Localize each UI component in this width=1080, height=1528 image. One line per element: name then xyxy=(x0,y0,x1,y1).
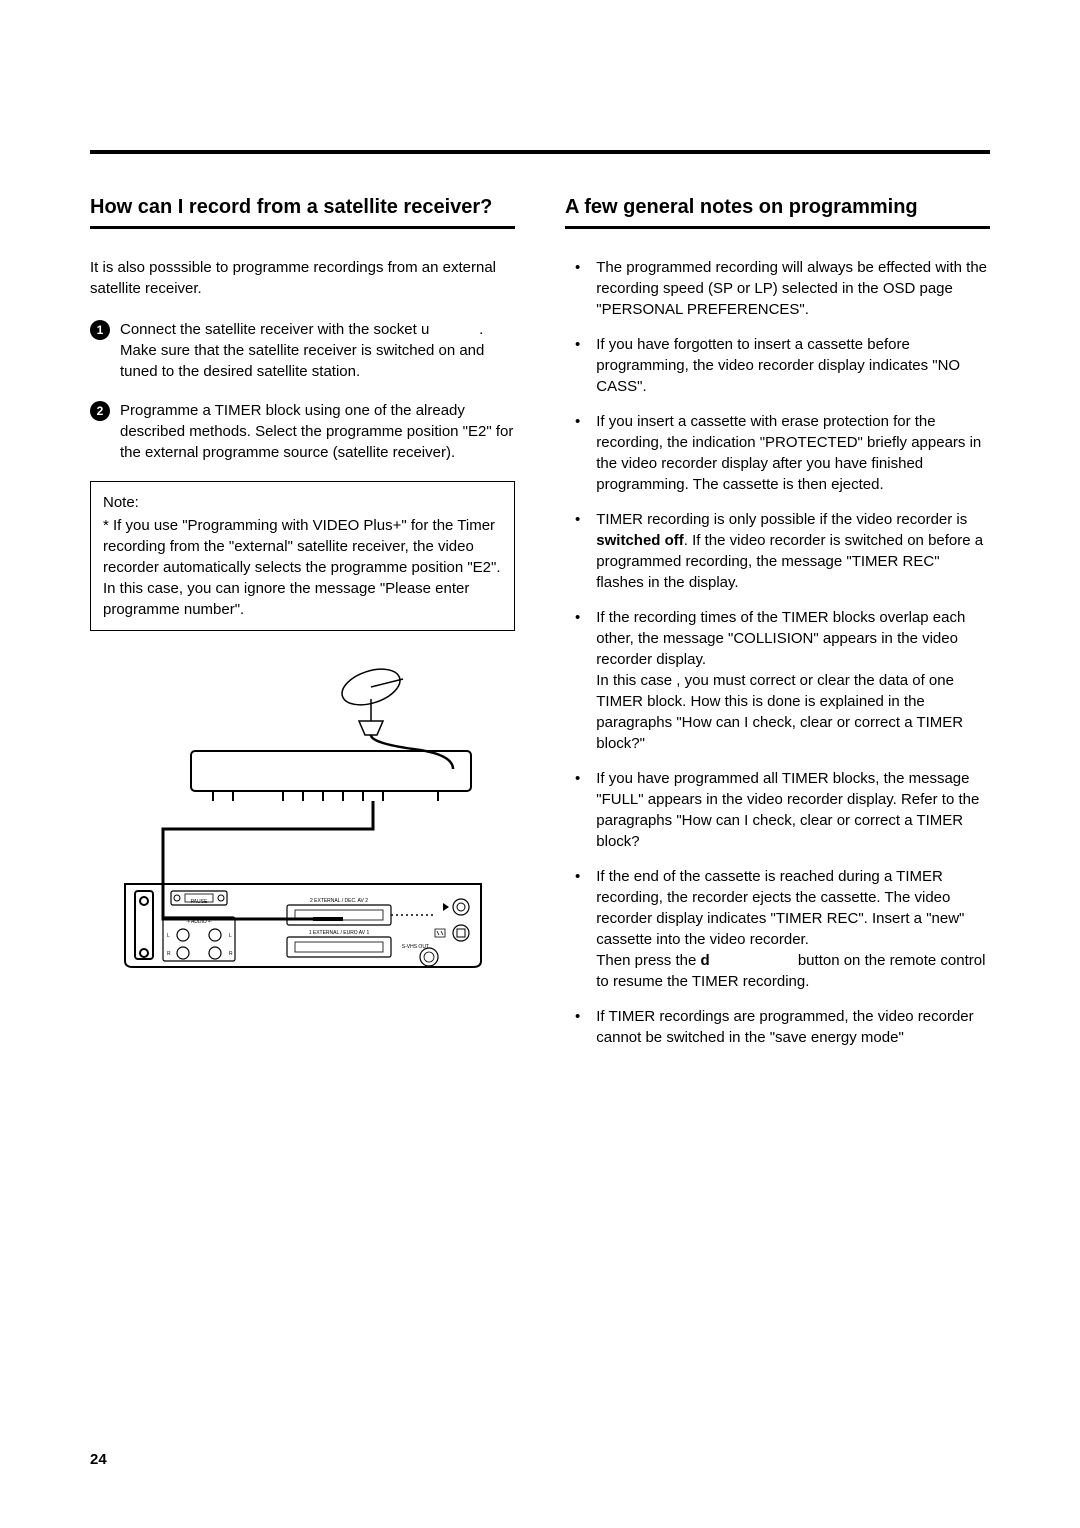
bullet-item: If the end of the cassette is reached du… xyxy=(565,866,990,992)
bullet-item: If TIMER recordings are programmed, the … xyxy=(565,1006,990,1048)
bullet-text: TIMER recording is only possible if the … xyxy=(596,509,990,593)
bullet-item: The programmed recording will always be … xyxy=(565,257,990,320)
svg-text:⇢ AUDIO ⇠: ⇢ AUDIO ⇠ xyxy=(185,919,212,925)
right-column: A few general notes on programming The p… xyxy=(565,194,990,1062)
button-d: d xyxy=(701,952,710,969)
step-num-1: 1 xyxy=(90,320,110,340)
connection-diagram: PAUSE ⇢ AUDIO ⇠ L L R R 2 EXTERNAL / DEC… xyxy=(90,659,515,969)
svg-text:1 EXTERNAL / EURO AV 1: 1 EXTERNAL / EURO AV 1 xyxy=(308,930,369,936)
step-2: 2 Programme a TIMER block using one of t… xyxy=(90,400,515,463)
svg-text:L: L xyxy=(229,933,232,939)
bullet-text: If you have forgotten to insert a casset… xyxy=(596,334,990,397)
svg-text:R: R xyxy=(229,951,233,957)
bullet-item: If you have forgotten to insert a casset… xyxy=(565,334,990,397)
svg-text:S-VHS OUT: S-VHS OUT xyxy=(401,944,428,950)
step-2-text: Programme a TIMER block using one of the… xyxy=(120,400,515,463)
socket-symbol: u xyxy=(421,319,475,340)
switched-off-bold: switched off xyxy=(596,532,684,549)
svg-text:2 EXTERNAL / DEC. AV 2: 2 EXTERNAL / DEC. AV 2 xyxy=(309,898,367,904)
bullet-item: If you insert a cassette with erase prot… xyxy=(565,411,990,495)
two-column-layout: How can I record from a satellite receiv… xyxy=(90,194,990,1062)
bullet-text: The programmed recording will always be … xyxy=(596,257,990,320)
step-num-2: 2 xyxy=(90,401,110,421)
step-1: 1 Connect the satellite receiver with th… xyxy=(90,319,515,382)
bullet-item: If the recording times of the TIMER bloc… xyxy=(565,607,990,754)
left-section-title: How can I record from a satellite receiv… xyxy=(90,194,515,220)
bullet-text: If you have programmed all TIMER blocks,… xyxy=(596,768,990,852)
bullet-text: If TIMER recordings are programmed, the … xyxy=(596,1006,990,1048)
manual-page: How can I record from a satellite receiv… xyxy=(0,0,1080,1528)
bullet-item: If you have programmed all TIMER blocks,… xyxy=(565,768,990,852)
note-line-2: In this case, you can ignore the message… xyxy=(103,578,502,620)
bullet-text: If the end of the cassette is reached du… xyxy=(596,866,990,992)
notes-bullets: The programmed recording will always be … xyxy=(565,257,990,1048)
right-title-rule xyxy=(565,226,990,229)
svg-text:R: R xyxy=(167,951,171,957)
svg-text:PAUSE: PAUSE xyxy=(190,899,207,905)
left-intro: It is also posssible to programme record… xyxy=(90,257,515,299)
bullet-text: If you insert a cassette with erase prot… xyxy=(596,411,990,495)
note-box: Note: * If you use "Programming with VID… xyxy=(90,481,515,631)
top-rule xyxy=(90,150,990,154)
bullet-text: If the recording times of the TIMER bloc… xyxy=(596,607,990,754)
note-title: Note: xyxy=(103,492,502,513)
step-1-text: Connect the satellite receiver with the … xyxy=(120,319,515,382)
left-column: How can I record from a satellite receiv… xyxy=(90,194,515,1062)
page-number: 24 xyxy=(90,1451,107,1468)
left-title-rule xyxy=(90,226,515,229)
bullet-item: TIMER recording is only possible if the … xyxy=(565,509,990,593)
svg-text:L: L xyxy=(167,933,170,939)
right-section-title: A few general notes on programming xyxy=(565,194,990,220)
step-1-pre: Connect the satellite receiver with the … xyxy=(120,321,421,338)
note-line-1: * If you use "Programming with VIDEO Plu… xyxy=(103,515,502,578)
